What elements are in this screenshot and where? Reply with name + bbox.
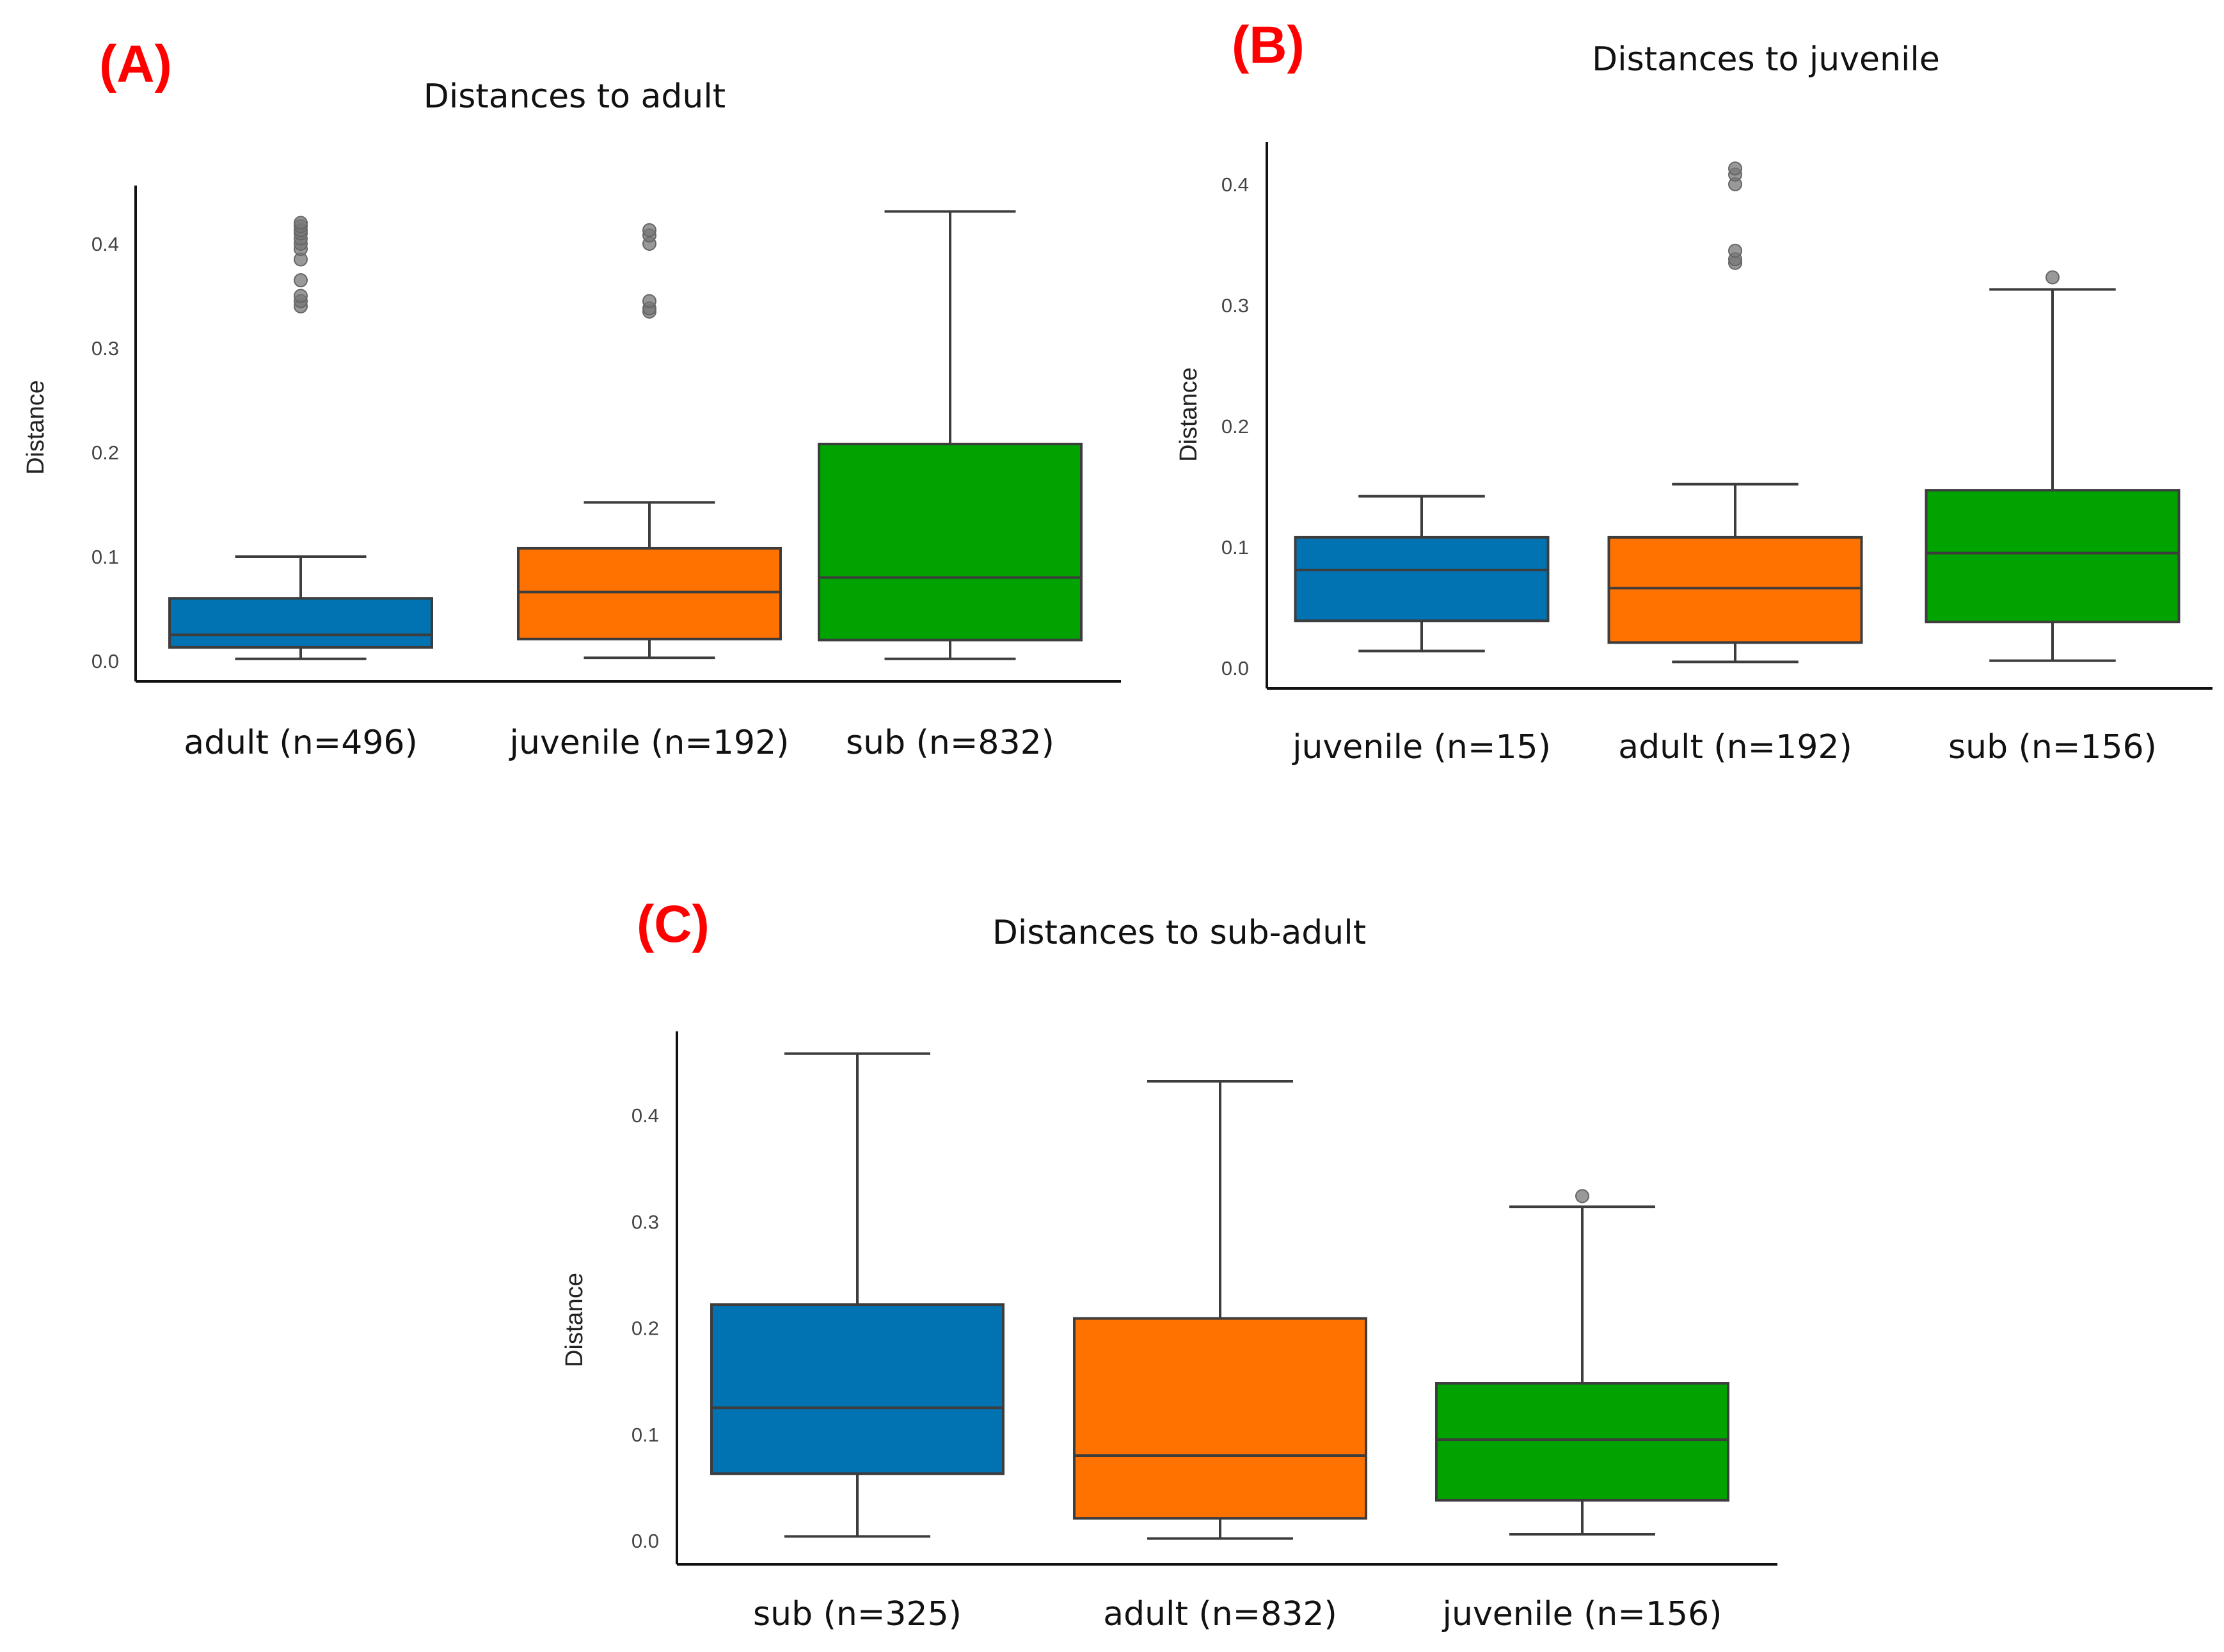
y-axis-label: Distance: [1175, 367, 1202, 462]
outlier-point: [294, 216, 308, 230]
box-3: juvenile (n=156): [1435, 1189, 1729, 1633]
outlier-point: [2045, 270, 2060, 285]
y-tick-label: 0.4: [91, 233, 119, 255]
y-tick-label: 0.2: [91, 441, 119, 464]
box-body: [1294, 536, 1550, 623]
category-label: juvenile (n=192): [509, 724, 790, 762]
box-2: adult (n=192): [1607, 161, 1863, 766]
box-1: juvenile (n=15): [1292, 495, 1551, 766]
y-tick-label: 0.0: [631, 1530, 659, 1552]
category-label: adult (n=192): [1618, 728, 1852, 766]
box-3: sub (n=832): [818, 210, 1083, 762]
chart-title: Distances to juvenile: [1592, 40, 1940, 79]
y-tick-label: 0.3: [91, 337, 119, 360]
box-body: [710, 1303, 1005, 1475]
y-tick-label: 0.1: [91, 546, 119, 568]
outlier-point: [1728, 243, 1742, 258]
y-tick-label: 0.0: [91, 650, 119, 672]
box-2: adult (n=832): [1073, 1080, 1367, 1633]
outlier-point: [294, 289, 308, 303]
box-1: sub (n=325): [710, 1052, 1005, 1633]
outlier-point: [642, 223, 656, 237]
panel-letter: (A): [99, 35, 172, 93]
y-tick-label: 0.3: [1221, 294, 1249, 317]
outlier-point: [1575, 1189, 1589, 1203]
y-axis-label: Distance: [561, 1273, 588, 1367]
y-tick-label: 0.4: [631, 1104, 659, 1127]
box-body: [1925, 489, 2180, 624]
y-tick-label: 0.0: [1221, 657, 1249, 679]
box-1: adult (n=496): [168, 216, 433, 762]
category-label: sub (n=325): [753, 1595, 962, 1633]
category-label: juvenile (n=15): [1292, 728, 1551, 766]
category-label: adult (n=832): [1103, 1595, 1337, 1633]
outlier-point: [294, 273, 308, 288]
y-tick-label: 0.1: [1221, 536, 1249, 559]
category-label: sub (n=832): [846, 724, 1054, 762]
box-2: juvenile (n=192): [509, 223, 790, 762]
box-body: [168, 597, 433, 649]
panel-letter: (C): [637, 895, 710, 953]
panel-a: (A) Distances to adult 0.0 0.1 0.2 0.3 0.4 Dist…: [22, 35, 1121, 762]
panel-b: (B) Distances to juvenile 0.0 0.1 0.2 0.3 0.4 D…: [1175, 16, 2212, 766]
box-body: [818, 442, 1083, 642]
category-label: juvenile (n=156): [1442, 1595, 1722, 1633]
box-body: [1607, 536, 1863, 644]
y-tick-label: 0.4: [1221, 173, 1249, 196]
y-tick-label: 0.2: [631, 1317, 659, 1340]
panel-letter: (B): [1232, 16, 1305, 74]
category-label: adult (n=496): [184, 724, 418, 762]
box-body: [517, 546, 782, 640]
outlier-point: [642, 294, 656, 308]
chart-title: Distances to adult: [424, 77, 726, 116]
chart-title: Distances to sub-adult: [992, 914, 1366, 952]
y-tick-label: 0.1: [631, 1424, 659, 1446]
category-label: sub (n=156): [1948, 728, 2157, 766]
box-body: [1435, 1382, 1729, 1502]
box-3: sub (n=156): [1925, 270, 2180, 766]
y-tick-label: 0.3: [631, 1211, 659, 1233]
box-body: [1073, 1317, 1367, 1520]
y-axis-label: Distance: [22, 380, 49, 475]
panel-c: (C) Distances to sub-adult 0.0 0.1 0.2 0.3 0.4…: [561, 895, 1777, 1633]
outlier-point: [1728, 161, 1742, 176]
y-tick-label: 0.2: [1221, 415, 1249, 438]
